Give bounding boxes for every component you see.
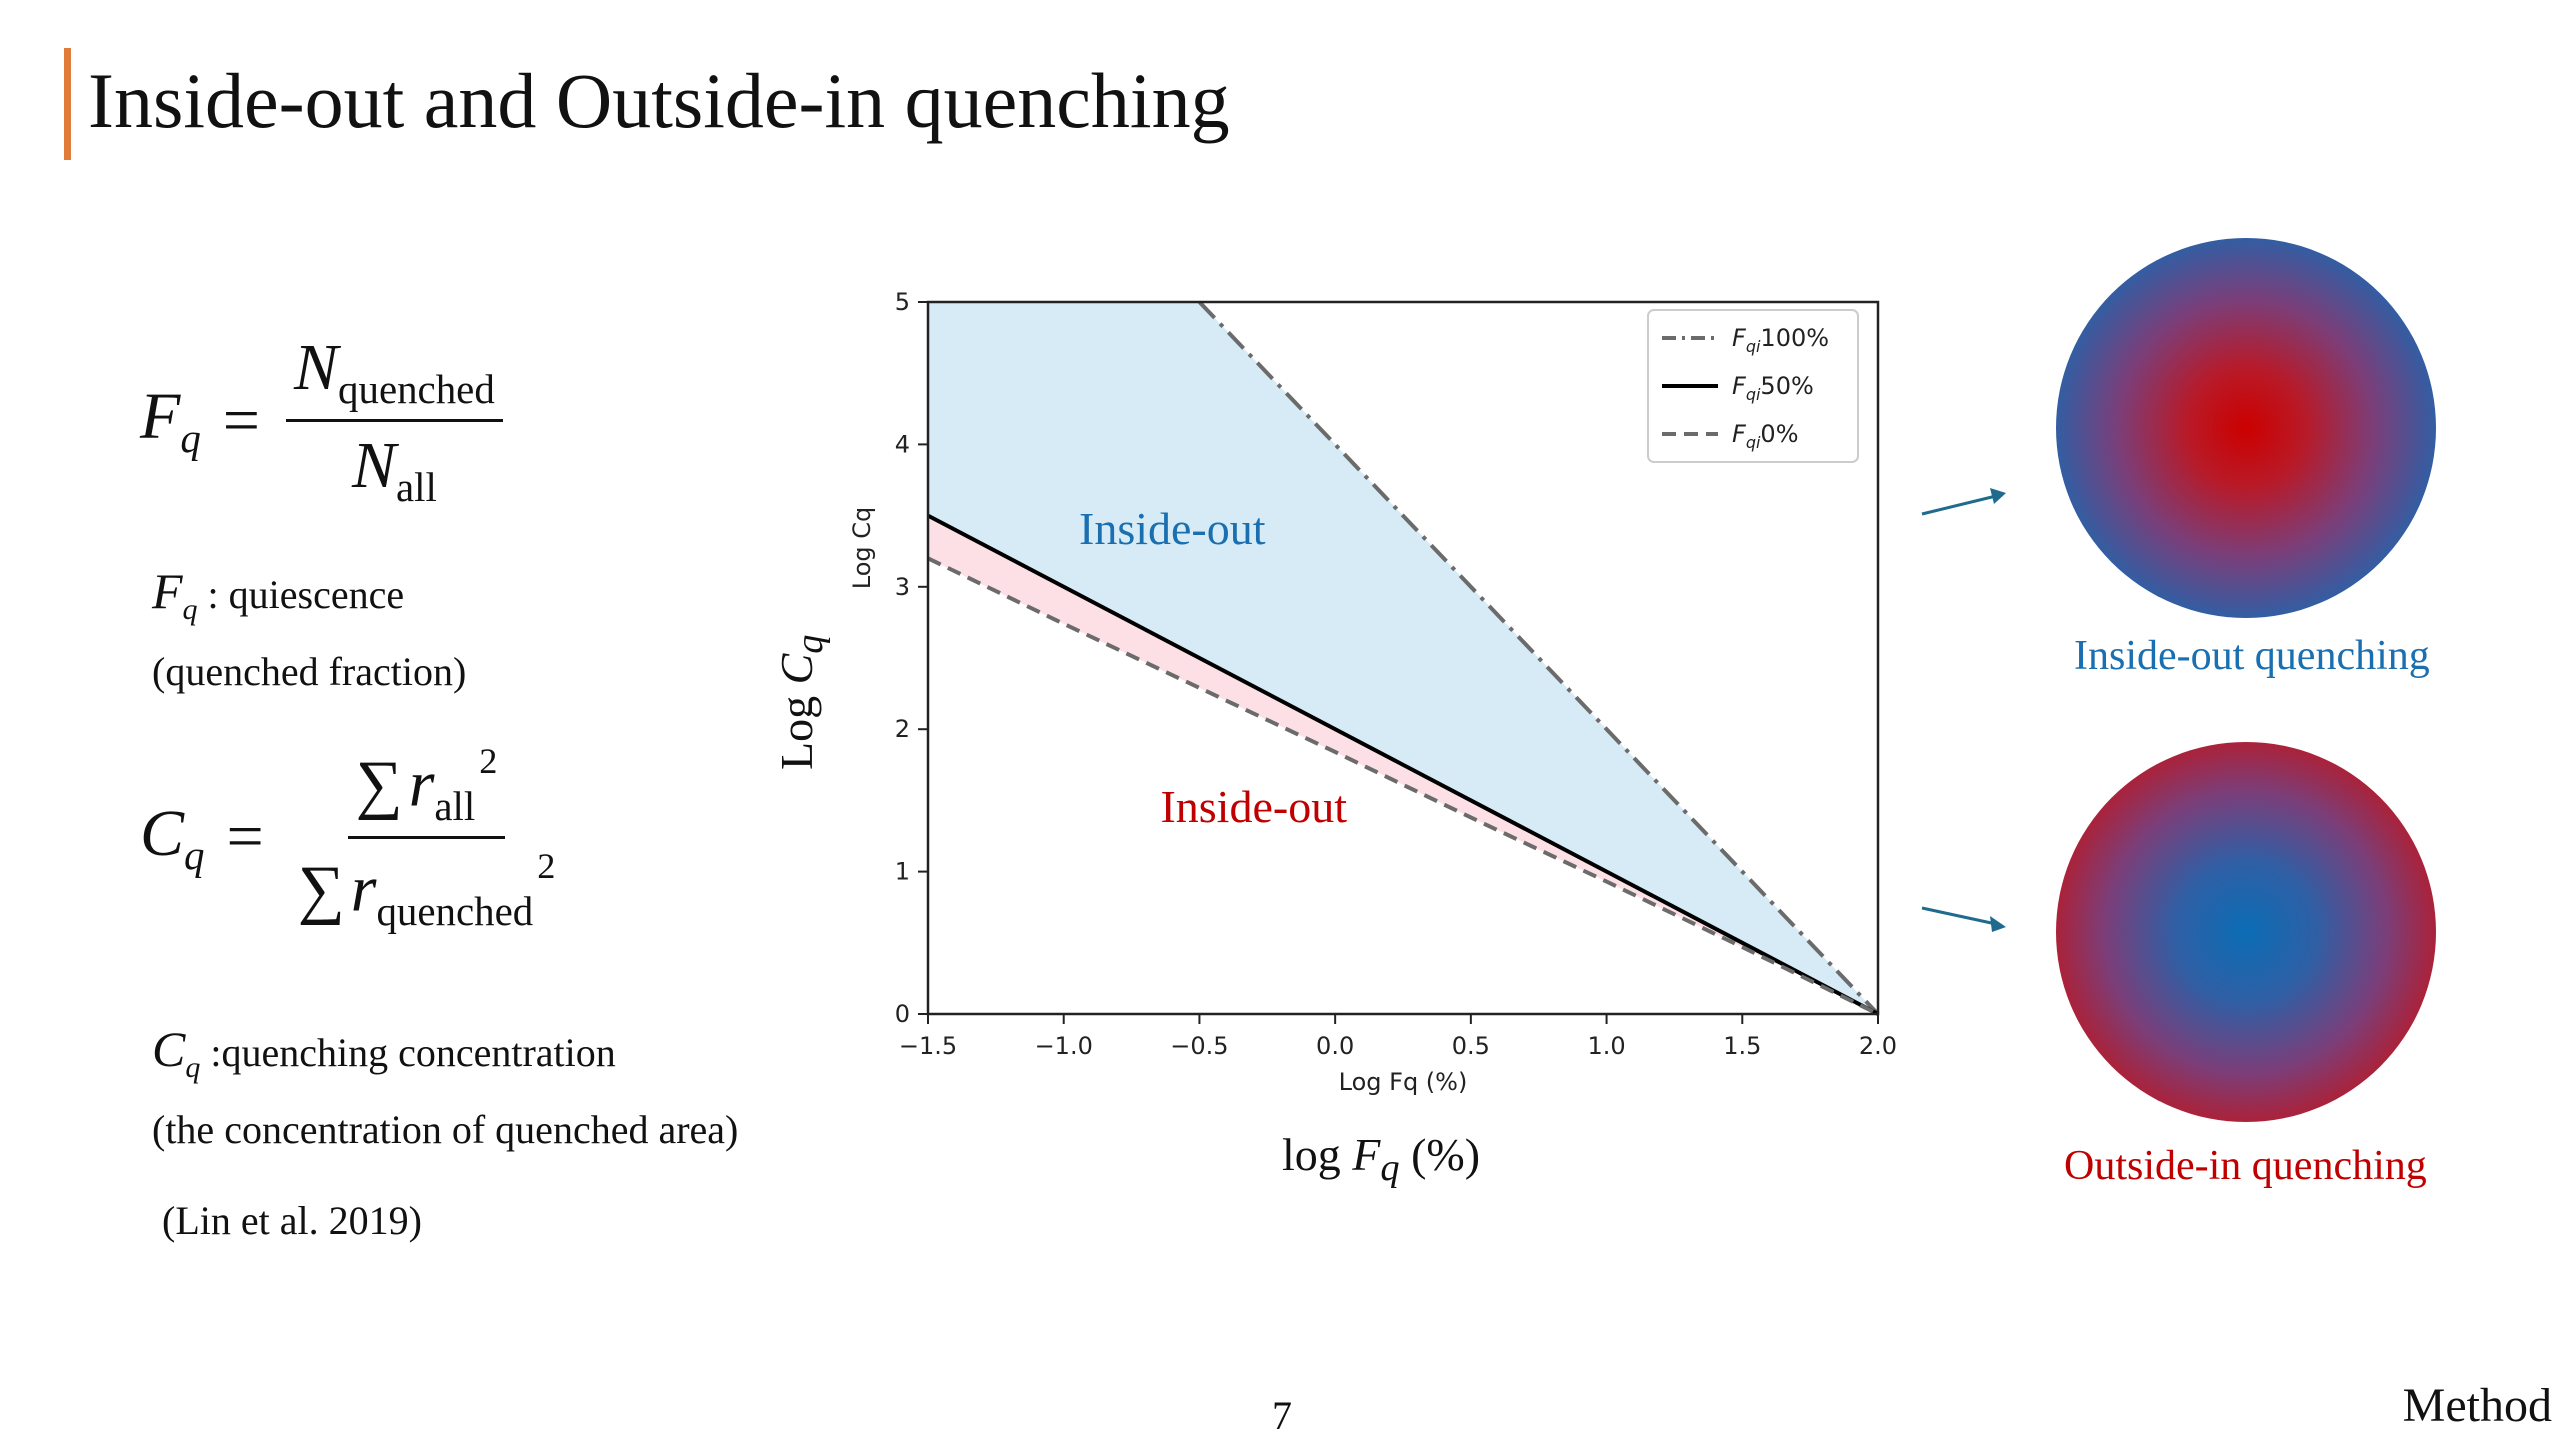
title-accent-bar bbox=[64, 48, 71, 160]
y-tick-label: 2 bbox=[895, 715, 910, 743]
quenching-chart: −1.5 −1.0 −0.5 0.0 0.5 1.0 1.5 2.0 0 1 2 3 4 5 Log Fq … bbox=[848, 288, 1897, 1096]
x-axis-label: Log Fq (%) bbox=[1339, 1068, 1468, 1096]
equals-sign: = bbox=[222, 383, 261, 457]
fq-description: Fq : quiescence (quenched fraction) bbox=[152, 560, 466, 703]
series-line-dashdot bbox=[1197, 300, 1880, 1016]
cq-formula: Cq = ∑rall2 ∑rquenched2 bbox=[140, 740, 563, 935]
page-number: 7 bbox=[1272, 1393, 1292, 1438]
fq-numerator: Nquenched bbox=[286, 330, 503, 423]
fill-region-1 bbox=[928, 302, 1878, 1014]
fq-description-line2: (quenched fraction) bbox=[152, 649, 467, 694]
region-label-1: Inside-out bbox=[1079, 503, 1266, 554]
region-label-2: Inside-out bbox=[1160, 781, 1347, 832]
series-line-solid bbox=[927, 513, 1879, 1016]
cq-formula-lhs: Cq bbox=[140, 796, 205, 878]
cq-description-line1: Cq :quenching concentration bbox=[152, 1021, 616, 1084]
y-axis-label: Log Cq bbox=[848, 507, 876, 590]
y-tick-label: 0 bbox=[895, 1000, 910, 1028]
fq-description-line1: Fq : quiescence bbox=[152, 563, 405, 626]
citation: (Lin et al. 2019) bbox=[162, 1198, 422, 1243]
slide-title: Inside-out and Outside-in quenching bbox=[88, 57, 1230, 144]
x-tick-label: −0.5 bbox=[1170, 1032, 1228, 1060]
y-tick-label: 5 bbox=[895, 288, 910, 316]
arrow-to-outside-in-icon bbox=[1921, 906, 2006, 932]
y-tick-label: 4 bbox=[895, 430, 910, 458]
outside-in-caption: Outside-in quenching bbox=[2064, 1143, 2427, 1189]
x-tick-label: 1.5 bbox=[1723, 1032, 1761, 1060]
chart-overlay-xlabel: log Fq (%) bbox=[1282, 1129, 1481, 1190]
x-tick-label: 2.0 bbox=[1859, 1032, 1897, 1060]
x-tick-label: 0.0 bbox=[1316, 1032, 1354, 1060]
legend-entry-1: Fqi100% bbox=[1732, 324, 1829, 356]
y-tick-label: 1 bbox=[895, 858, 910, 886]
fq-denominator: Nall bbox=[351, 429, 437, 511]
outside-in-galaxy-illustration bbox=[2056, 742, 2436, 1122]
arrow-to-inside-out-icon bbox=[1921, 488, 2006, 516]
cq-fraction: ∑rall2 ∑rquenched2 bbox=[290, 740, 564, 935]
cq-numerator: ∑rall2 bbox=[347, 740, 506, 839]
legend-box bbox=[1647, 309, 1859, 463]
chart-overlay-ylabel: Log Cq bbox=[771, 634, 832, 770]
inside-out-galaxy-illustration bbox=[2056, 238, 2436, 618]
x-tick-label: −1.0 bbox=[1035, 1032, 1093, 1060]
x-tick-label: −1.5 bbox=[899, 1032, 957, 1060]
x-tick-label: 1.0 bbox=[1587, 1032, 1625, 1060]
fq-fraction: Nquenched Nall bbox=[286, 330, 503, 511]
x-tick-label: 0.5 bbox=[1452, 1032, 1490, 1060]
legend-entry-2: Fqi50% bbox=[1732, 372, 1814, 404]
plot-frame bbox=[926, 300, 1880, 1016]
inside-out-caption: Inside-out quenching bbox=[2074, 633, 2430, 679]
section-label: Method bbox=[2402, 1379, 2552, 1432]
fq-formula-lhs: Fq bbox=[140, 380, 201, 462]
legend-entry-3: Fqi0% bbox=[1732, 420, 1799, 452]
y-tick-label: 3 bbox=[895, 573, 910, 601]
cq-description-line2: (the concentration of quenched area) bbox=[152, 1107, 739, 1152]
equals-sign: = bbox=[226, 800, 264, 874]
fq-formula: Fq = Nquenched Nall bbox=[140, 330, 503, 511]
cq-description: Cq :quenching concentration (the concent… bbox=[152, 1018, 738, 1161]
cq-denominator: ∑rquenched2 bbox=[297, 845, 556, 934]
